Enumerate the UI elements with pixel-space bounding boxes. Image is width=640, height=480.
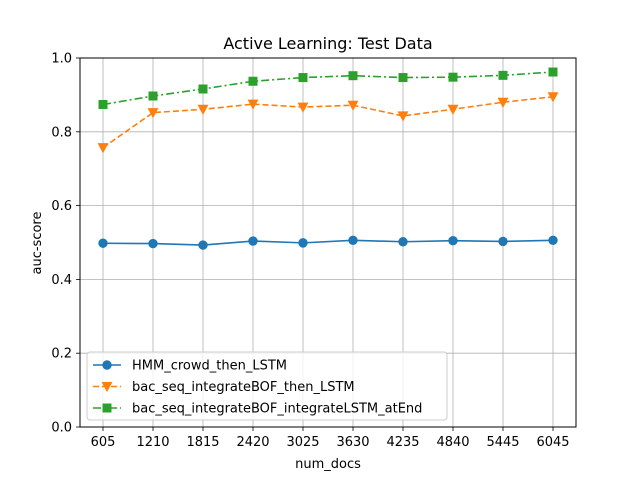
- legend-label: bac_seq_integrateBOF_integrateLSTM_atEnd: [132, 402, 422, 417]
- data-point: [198, 84, 208, 94]
- data-point: [398, 237, 408, 247]
- data-point: [547, 92, 559, 103]
- series-line: [102, 239, 554, 246]
- data-point: [398, 73, 408, 83]
- data-point: [102, 403, 112, 413]
- data-point: [498, 70, 508, 80]
- x-axis-ticks: 605 1210 1815 2420 3025 3630 4235 4840 5445 6045: [91, 427, 570, 450]
- data-point: [548, 67, 558, 77]
- data-point: [448, 72, 458, 82]
- y-tick-label: 1.0: [51, 52, 72, 67]
- data-point: [97, 143, 109, 154]
- series-1: [98, 235, 558, 250]
- y-axis-label: auc-score: [30, 212, 45, 275]
- data-point: [101, 382, 113, 393]
- series-2: [97, 92, 559, 154]
- x-tick-label: 3630: [336, 435, 369, 450]
- data-point: [98, 99, 108, 109]
- legend-label: HMM_crowd_then_LSTM: [132, 359, 287, 374]
- series-3: [98, 67, 558, 109]
- x-tick-label: 3025: [286, 435, 319, 450]
- chart-title: Active Learning: Test Data: [223, 34, 432, 53]
- x-tick-label: 2420: [236, 435, 269, 450]
- y-tick-label: 0.2: [51, 347, 72, 362]
- data-point: [247, 99, 259, 110]
- legend-entry: bac_seq_integrateBOF_integrateLSTM_atEnd: [93, 402, 422, 417]
- legend: HMM_crowd_then_LSTM bac_seq_integrateBOF_…: [86, 351, 448, 421]
- data-point: [548, 235, 558, 245]
- data-point: [148, 91, 158, 101]
- data-point: [448, 235, 458, 246]
- data-point: [102, 360, 112, 370]
- data-point: [498, 236, 508, 247]
- y-axis-ticks: 0.0 0.2 0.4 0.6 0.8 1.0: [51, 52, 80, 436]
- data-point: [497, 97, 509, 108]
- data-point: [297, 102, 309, 113]
- data-point: [198, 240, 208, 250]
- data-point: [298, 238, 308, 248]
- data-point: [147, 108, 159, 119]
- x-tick-label: 6045: [536, 435, 569, 450]
- y-tick-label: 0.4: [51, 273, 72, 288]
- data-point: [248, 236, 258, 246]
- data-point: [148, 238, 158, 249]
- data-point: [348, 235, 358, 245]
- y-tick-label: 0.0: [51, 421, 72, 436]
- plot-area-frame: [79, 57, 577, 428]
- x-tick-label: 4235: [386, 435, 419, 450]
- y-tick-label: 0.6: [51, 199, 72, 214]
- data-point: [197, 104, 209, 115]
- data-point: [397, 111, 409, 122]
- x-tick-label: 4840: [436, 435, 469, 450]
- legend-box: [86, 351, 448, 421]
- legend-label: bac_seq_integrateBOF_then_LSTM: [132, 380, 355, 395]
- series-lines: [97, 67, 559, 250]
- series-line: [102, 71, 554, 106]
- x-axis-label: num_docs: [295, 457, 361, 472]
- x-tick-label: 5445: [486, 435, 519, 450]
- legend-entry: bac_seq_integrateBOF_then_LSTM: [93, 380, 355, 395]
- x-tick-label: 1210: [136, 435, 169, 450]
- data-point: [298, 73, 308, 83]
- x-tick-label: 605: [91, 435, 116, 450]
- x-tick-label: 1815: [186, 435, 219, 450]
- legend-entry: HMM_crowd_then_LSTM: [93, 359, 287, 374]
- data-point: [98, 238, 108, 248]
- data-point: [347, 100, 359, 111]
- data-point: [248, 76, 258, 86]
- y-tick-label: 0.8: [51, 125, 72, 140]
- series-line: [102, 95, 554, 149]
- data-point: [447, 104, 459, 115]
- data-point: [348, 71, 358, 81]
